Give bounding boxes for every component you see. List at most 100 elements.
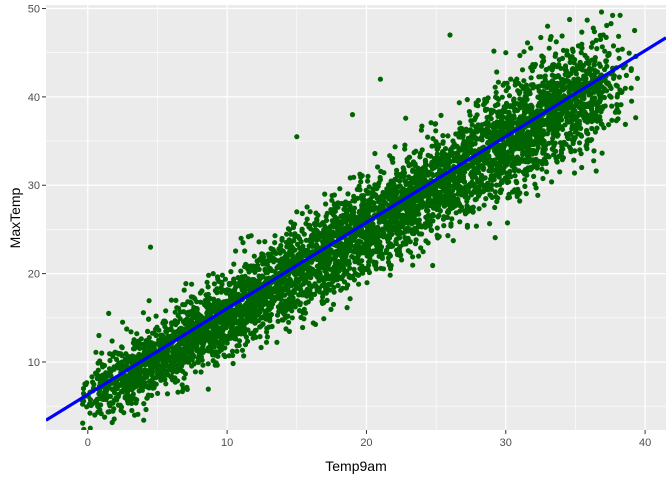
scatter-point [473, 136, 479, 142]
scatter-point [578, 50, 584, 56]
scatter-point [451, 173, 457, 179]
scatter-point [536, 158, 542, 164]
scatter-point [369, 231, 376, 237]
scatter-point [520, 85, 526, 91]
scatter-point [372, 150, 378, 157]
scatter-point [472, 141, 478, 147]
scatter-point [571, 170, 578, 176]
scatter-point [576, 121, 583, 127]
scatter-point [572, 129, 579, 135]
scatter-point [328, 281, 334, 287]
scatter-point [163, 381, 169, 387]
scatter-point [80, 385, 87, 392]
scatter-point [192, 369, 198, 375]
scatter-point [608, 21, 614, 27]
scatter-point [367, 256, 373, 262]
scatter-point [511, 115, 517, 121]
scatter-point [435, 214, 441, 220]
scatter-point [597, 36, 604, 43]
scatter-point [594, 69, 601, 75]
scatter-point [178, 363, 185, 369]
scatter-point [501, 165, 507, 171]
scatter-point [155, 390, 161, 396]
scatter-point [120, 389, 126, 395]
scatter-point [351, 266, 357, 272]
scatter-point [445, 133, 451, 139]
scatter-point [591, 62, 597, 68]
scatter-point [285, 258, 291, 264]
scatter-point [230, 352, 236, 358]
scatter-point [381, 170, 387, 176]
scatter-point [257, 334, 263, 340]
scatter-point [214, 274, 221, 280]
scatter-point [535, 94, 541, 100]
scatter-point [578, 125, 584, 131]
scatter-point [305, 289, 311, 295]
scatter-point [210, 326, 216, 332]
scatter-point [182, 321, 188, 327]
scatter-point [140, 310, 146, 316]
scatter-point [579, 29, 585, 35]
scatter-point [301, 292, 307, 298]
scatter-point [481, 202, 487, 208]
scatter-point [488, 173, 494, 179]
scatter-point [164, 391, 171, 397]
scatter-point [456, 100, 462, 106]
scatter-point [213, 333, 219, 339]
scatter-point [181, 375, 187, 381]
scatter-point [470, 204, 476, 210]
scatter-point [319, 258, 325, 264]
scatter-point [526, 158, 532, 164]
scatter-point [430, 136, 436, 142]
scatter-point [417, 154, 423, 160]
scatter-point [345, 191, 351, 197]
scatter-point [284, 231, 290, 237]
scatter-point [626, 50, 632, 56]
scatter-point [379, 227, 385, 233]
grid-major [46, 5, 666, 430]
scatter-point [365, 178, 371, 184]
scatter-point [116, 383, 122, 389]
scatter-point [535, 192, 541, 198]
scatter-point [603, 88, 610, 94]
scatter-point [262, 239, 268, 245]
scatter-point [81, 426, 87, 430]
scatter-point [622, 121, 629, 127]
scatter-point [452, 202, 458, 208]
scatter-point [540, 59, 546, 65]
scatter-point [396, 235, 403, 241]
scatter-point [444, 214, 451, 220]
scatter-point [303, 300, 309, 306]
scatter-point [326, 252, 332, 258]
scatter-point [292, 299, 298, 305]
scatter-point [338, 200, 345, 207]
scatter-point [482, 107, 489, 113]
scatter-point [298, 239, 304, 245]
scatter-point [98, 402, 104, 408]
scatter-point [596, 61, 602, 67]
scatter-point [197, 330, 204, 336]
scatter-point [251, 253, 257, 259]
scatter-point [520, 140, 526, 146]
scatter-point [511, 161, 517, 168]
scatter-point [524, 152, 531, 158]
scatter-point [479, 122, 485, 128]
scatter-point [394, 167, 400, 173]
scatter-point [128, 329, 134, 335]
scatter-point [321, 316, 327, 322]
scatter-point [219, 272, 225, 278]
scatter-point [291, 287, 297, 293]
scatter-point [517, 198, 523, 204]
scatter-point [582, 52, 588, 59]
scatter-point [511, 96, 517, 102]
scatter-point [307, 222, 313, 228]
scatter-point [161, 369, 167, 375]
scatter-point [592, 129, 599, 135]
scatter-point [550, 65, 556, 72]
scatter-point [538, 140, 544, 146]
scatter-point [388, 217, 394, 223]
scatter-point [206, 306, 212, 312]
scatter-point [470, 208, 476, 215]
scatter-point [595, 103, 601, 109]
scatter-point [432, 121, 438, 127]
